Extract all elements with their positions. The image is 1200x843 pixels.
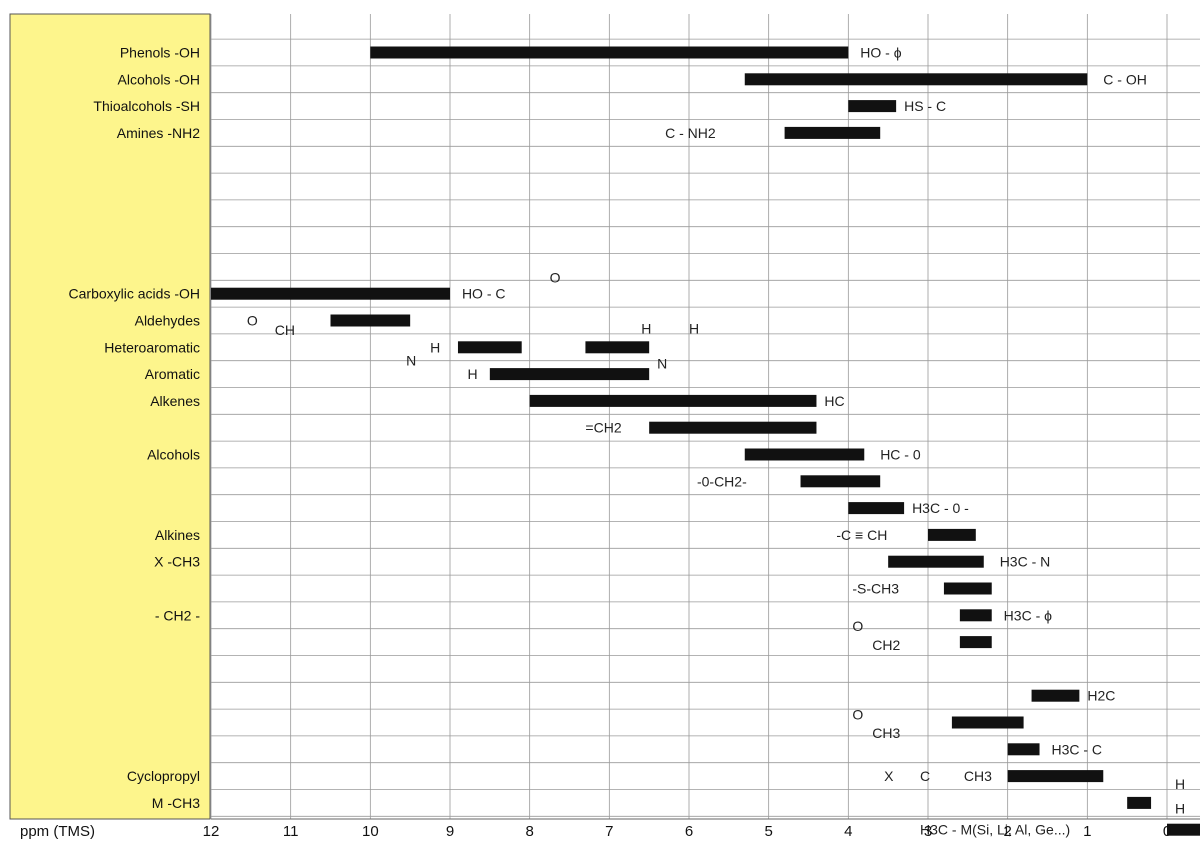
structure-annotation: H <box>1175 800 1185 816</box>
shift-range-bar <box>330 314 411 327</box>
x-tick-label: 0 <box>1163 823 1171 840</box>
x-tick-label: 6 <box>685 823 693 840</box>
shift-range-bar <box>800 475 881 488</box>
shift-range-bar <box>848 100 897 113</box>
x-tick-label: 11 <box>283 823 299 840</box>
structure-annotation: H3C - C <box>1051 741 1102 757</box>
shift-range-bar <box>928 528 976 541</box>
group-label: Alkenes <box>150 393 200 409</box>
shift-range-bar <box>457 341 522 354</box>
x-tick-label: 9 <box>446 823 454 840</box>
x-tick-label: 5 <box>764 823 772 840</box>
structure-annotation: H3C - M(Si, Li, Al, Ge...) <box>920 822 1070 838</box>
structure-annotation: H <box>1175 776 1185 792</box>
group-label: Cyclopropyl <box>127 768 200 784</box>
structure-annotation: H2C <box>1087 688 1115 704</box>
shift-range-bar <box>211 287 450 300</box>
structure-annotation: O <box>852 706 863 722</box>
structure-annotation: N <box>406 353 416 369</box>
structure-annotation: C - NH2 <box>665 125 716 141</box>
structure-annotation: O <box>852 618 863 634</box>
group-label: Aromatic <box>145 366 200 382</box>
shift-range-bar <box>370 46 849 59</box>
structure-annotation: H <box>468 366 478 382</box>
group-label: Alcohols -OH <box>118 71 200 87</box>
x-axis-ticks: 12 11 10 9 8 7 6 5 4 3 2 1 0 <box>203 823 1172 840</box>
structure-annotation: -C ≡ CH <box>836 527 887 543</box>
shift-range-bar <box>489 368 650 381</box>
group-label: X -CH3 <box>154 554 200 570</box>
structure-annotation: -S-CH3 <box>852 581 899 597</box>
x-tick-label: 2 <box>1003 823 1011 840</box>
structure-annotation: H3C - ϕ <box>1004 607 1052 623</box>
x-tick-label: 4 <box>844 823 852 840</box>
group-label: Thioalcohols -SH <box>93 98 200 114</box>
shift-range-bar <box>649 421 817 434</box>
grid <box>210 14 1200 820</box>
shift-range-bar <box>1127 796 1152 809</box>
group-label: Phenols -OH <box>120 45 200 61</box>
x-tick-label: 8 <box>525 823 533 840</box>
structure-annotation: CH3 <box>872 725 900 741</box>
shift-range-bar <box>784 126 881 139</box>
group-label: Amines -NH2 <box>117 125 200 141</box>
structure-annotation: HO - ϕ <box>860 45 901 61</box>
structure-annotation: CH3 <box>964 768 992 784</box>
structure-annotation: HO - C <box>462 286 506 302</box>
x-tick-label: 12 <box>203 823 220 840</box>
structure-annotation: -0-CH2- <box>697 473 747 489</box>
label-panel <box>9 13 211 820</box>
x-tick-label: 1 <box>1083 823 1091 840</box>
structure-annotation: HC - 0 <box>880 447 921 463</box>
shift-range-bar <box>1031 689 1080 702</box>
structure-annotation: N <box>657 355 667 371</box>
structure-annotation: H3C - N <box>1000 554 1051 570</box>
shift-range-bar <box>1007 770 1104 783</box>
shift-range-bar <box>959 636 992 649</box>
x-tick-label: 7 <box>605 823 613 840</box>
group-label: Aldehydes <box>135 313 200 329</box>
group-label: - CH2 - <box>155 607 200 623</box>
shift-range-bar <box>848 502 905 515</box>
shift-range-bar <box>529 394 817 407</box>
structure-annotation: CH <box>275 322 295 338</box>
structure-annotation: H <box>430 339 440 355</box>
shift-range-bar <box>585 341 650 354</box>
structure-annotation: CH2 <box>872 637 900 653</box>
group-label: Carboxylic acids -OH <box>69 286 200 302</box>
shift-range-bar <box>951 716 1024 729</box>
group-label: Heteroaromatic <box>104 339 200 355</box>
structure-annotation: H <box>641 321 651 337</box>
structure-annotation: H3C - 0 - <box>912 500 969 516</box>
shift-range-bar <box>943 582 992 595</box>
shift-range-bar <box>1007 743 1040 756</box>
shift-range-bars <box>211 46 1200 836</box>
structure-annotation: C - OH <box>1103 71 1147 87</box>
group-label: Alkines <box>155 527 200 543</box>
structure-annotation: HC <box>824 393 844 409</box>
shift-range-bar <box>744 73 1088 86</box>
structure-annotation: O <box>550 270 561 286</box>
shift-range-bar <box>744 448 865 461</box>
structure-annotation: X <box>884 768 894 784</box>
structure-annotation: HS - C <box>904 98 946 114</box>
x-axis-label: ppm (TMS) <box>20 823 95 840</box>
group-label: M -CH3 <box>152 795 200 811</box>
structure-annotation: C <box>920 768 930 784</box>
group-label: Alcohols <box>147 447 200 463</box>
shift-range-bar <box>888 555 984 568</box>
x-tick-label: 3 <box>924 823 932 840</box>
group-labels: Phenols -OH Alcohols -OH Thioalcohols -SH A… <box>69 45 201 811</box>
shift-range-bar <box>1167 823 1200 836</box>
structure-annotation: O <box>247 313 258 329</box>
x-tick-label: 10 <box>362 823 379 840</box>
structure-annotation: H <box>689 321 699 337</box>
shift-range-bar <box>959 609 992 622</box>
structure-annotation: =CH2 <box>585 420 621 436</box>
